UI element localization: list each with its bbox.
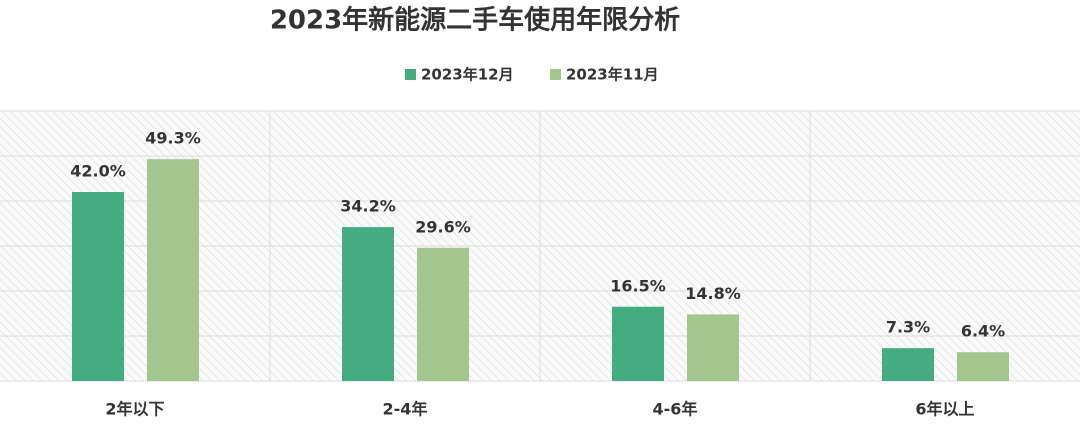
bar — [342, 227, 394, 381]
data-label: 49.3% — [145, 129, 201, 148]
legend-swatch — [550, 69, 561, 80]
x-tick-label: 2-4年 — [383, 400, 428, 419]
legend-label: 2023年11月 — [566, 66, 659, 84]
bar — [612, 306, 664, 381]
bar — [687, 314, 739, 381]
data-label: 14.8% — [685, 284, 741, 303]
x-tick-label: 4-6年 — [653, 400, 698, 419]
data-label: 42.0% — [70, 162, 126, 181]
data-label: 16.5% — [610, 276, 666, 295]
data-label: 34.2% — [340, 197, 396, 216]
legend-swatch — [405, 69, 416, 80]
data-label: 7.3% — [886, 318, 930, 337]
x-tick-label: 2年以下 — [105, 400, 164, 419]
data-label: 6.4% — [961, 322, 1005, 341]
legend-label: 2023年12月 — [421, 66, 514, 84]
bar — [882, 348, 934, 381]
chart-title: 2023年新能源二手车使用年限分析 — [270, 5, 680, 36]
bar — [72, 192, 124, 381]
bar — [147, 159, 199, 381]
x-tick-label: 6年以上 — [915, 400, 974, 419]
data-label: 29.6% — [415, 217, 471, 236]
bar — [957, 352, 1009, 381]
bar — [417, 247, 469, 381]
